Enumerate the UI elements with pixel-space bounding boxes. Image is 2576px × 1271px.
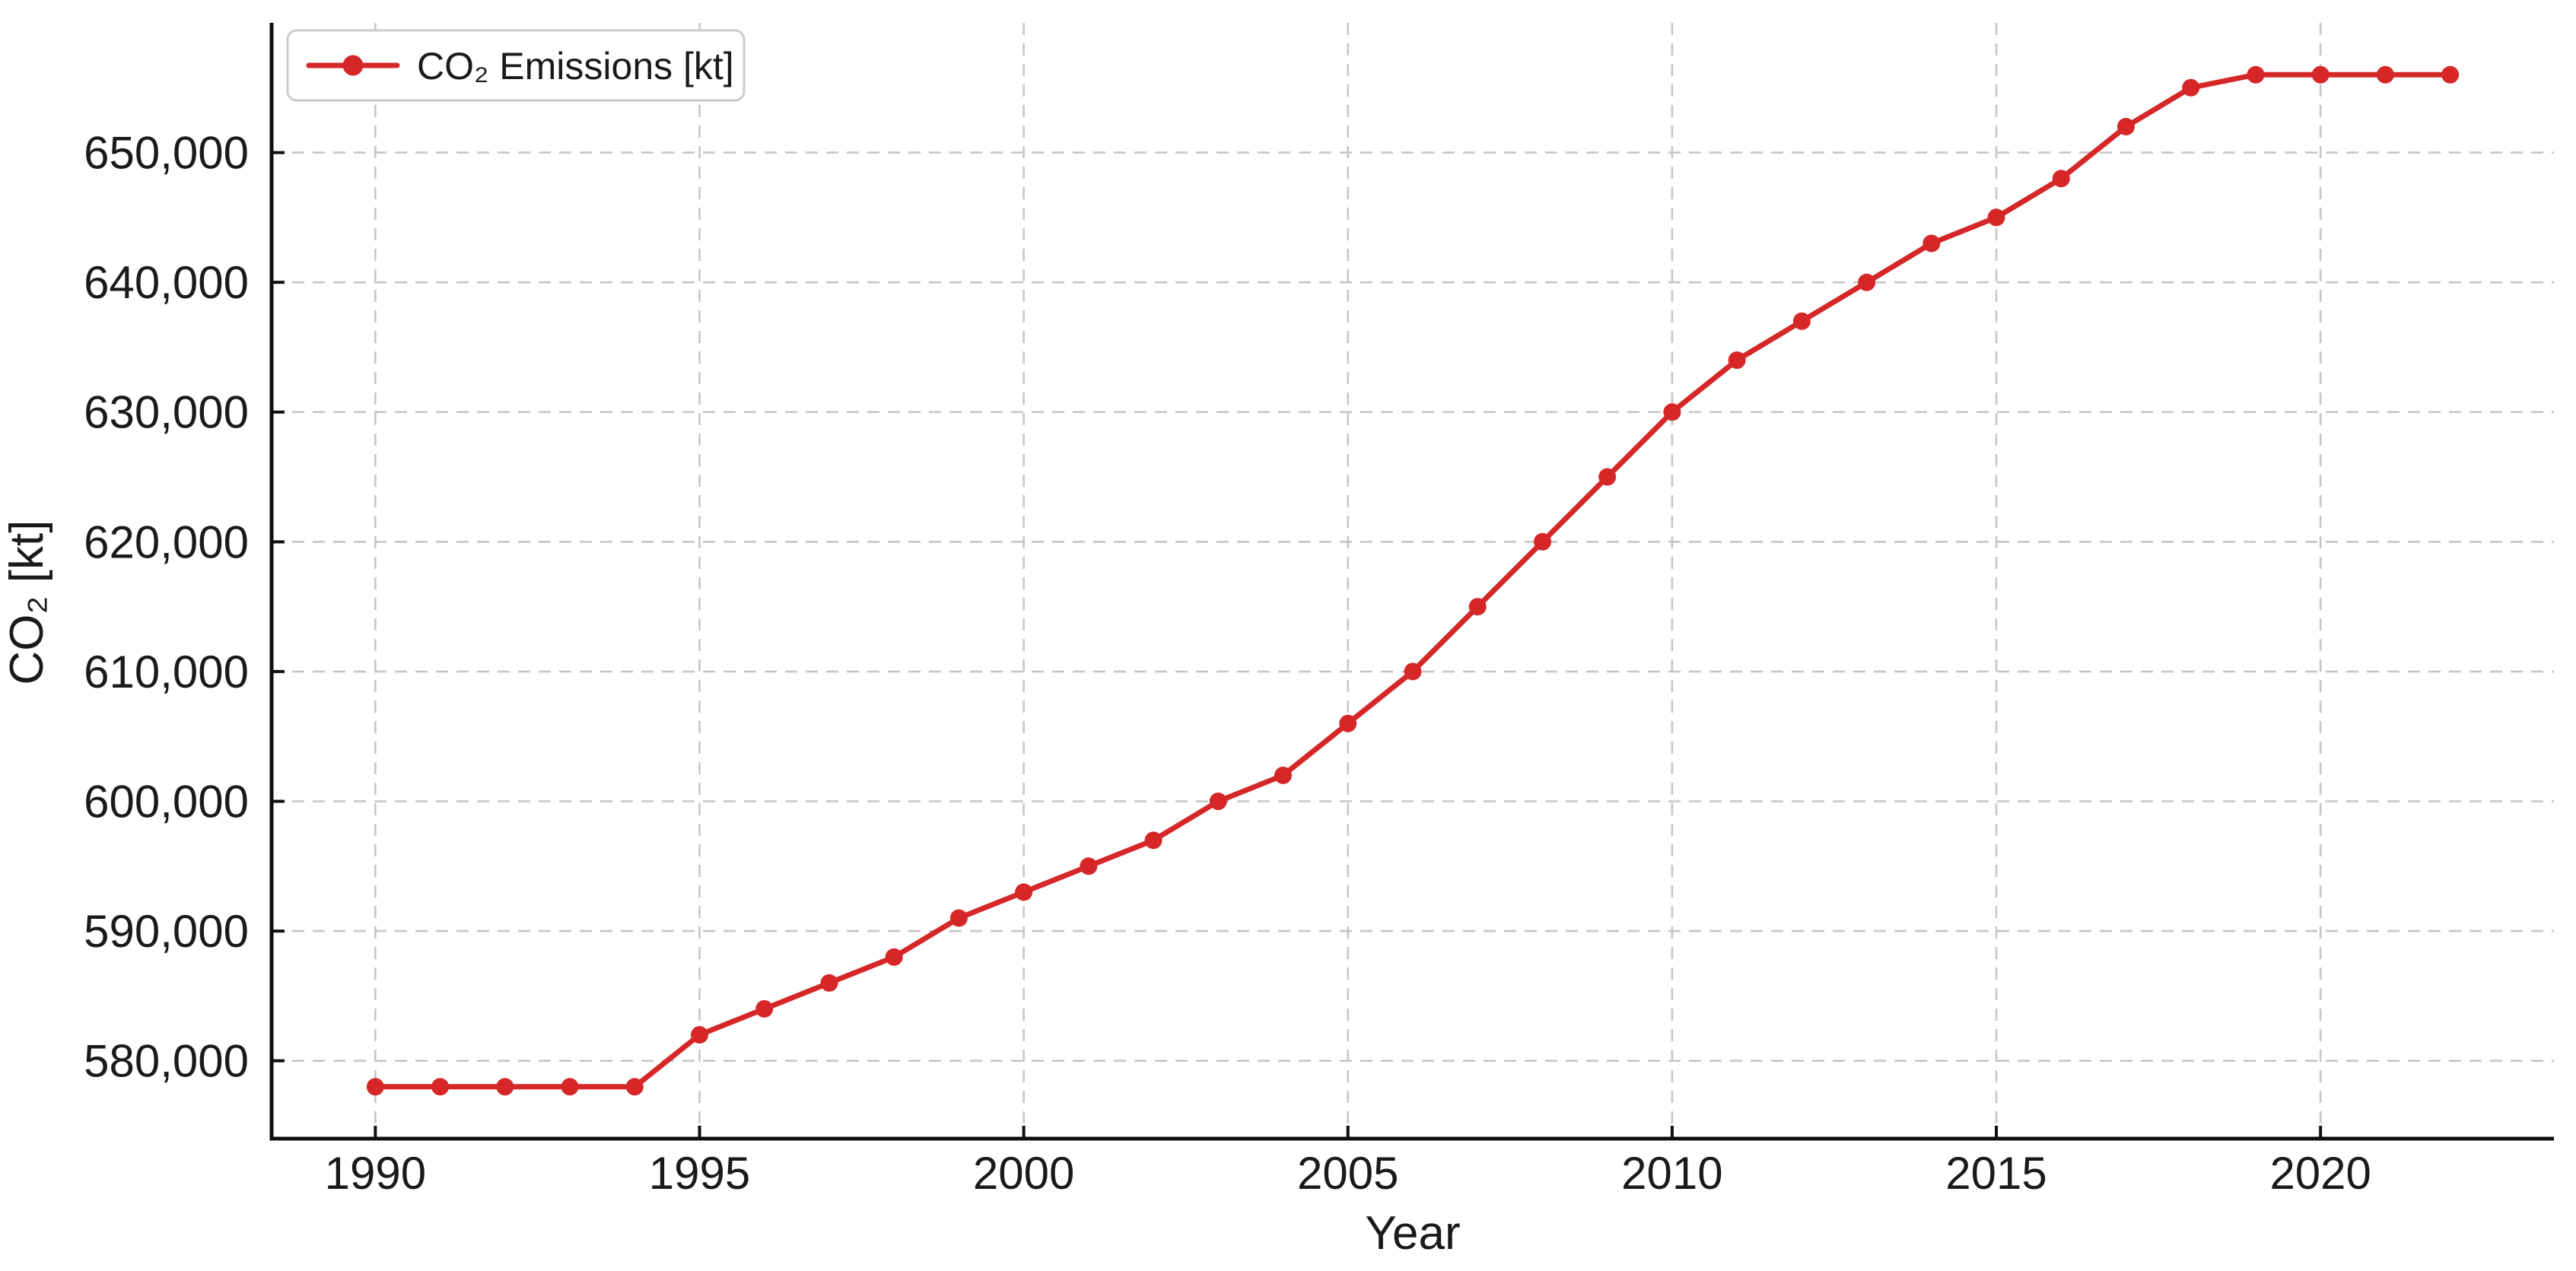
x-tick-label-2015: 2015: [1945, 1148, 2046, 1199]
data-point-2019: [2247, 65, 2265, 84]
data-point-2007: [1468, 598, 1487, 616]
grid-layer: [272, 23, 2554, 1139]
data-point-1995: [691, 1026, 708, 1044]
x-tick-label-2005: 2005: [1297, 1148, 1398, 1199]
legend-marker-icon: [342, 55, 364, 76]
tick-layer: 1990 1995 2000 2005 2010 2015 2020 580,000 590,0…: [84, 128, 2371, 1199]
data-point-2006: [1404, 663, 1422, 681]
data-point-1991: [431, 1078, 450, 1096]
data-point-1997: [820, 974, 838, 992]
y-tick-label-650000: 650,000: [84, 128, 249, 179]
data-point-1998: [885, 948, 903, 966]
y-axis-title: CO₂ [kt]: [1, 520, 53, 685]
y-tick-label-590000: 590,000: [84, 906, 249, 957]
data-point-1994: [625, 1078, 644, 1096]
y-tick-label-610000: 610,000: [84, 647, 249, 697]
data-point-1992: [496, 1078, 514, 1096]
legend: CO₂ Emissions [kt]: [286, 29, 746, 102]
data-point-2003: [1209, 793, 1227, 810]
data-point-2002: [1144, 831, 1162, 850]
y-tick-label-620000: 620,000: [84, 516, 249, 567]
data-point-2013: [1858, 273, 1876, 291]
x-axis-title: Year: [1365, 1207, 1460, 1260]
data-point-2018: [2182, 78, 2200, 97]
data-point-2011: [1728, 351, 1746, 369]
data-point-2012: [1792, 312, 1811, 330]
data-point-2005: [1339, 714, 1357, 732]
data-point-1996: [755, 999, 774, 1018]
co2-series-markers: [366, 65, 2460, 1096]
data-point-2009: [1598, 468, 1617, 486]
x-tick-label-1995: 1995: [649, 1148, 750, 1199]
data-point-1990: [366, 1078, 384, 1096]
data-point-1999: [949, 909, 968, 927]
data-point-2004: [1274, 766, 1292, 784]
data-point-2021: [2376, 65, 2394, 84]
x-tick-label-2010: 2010: [1621, 1148, 1722, 1199]
y-tick-label-580000: 580,000: [84, 1036, 249, 1087]
legend-box: [286, 29, 746, 102]
y-tick-label-600000: 600,000: [84, 776, 249, 827]
y-tick-label-630000: 630,000: [84, 387, 249, 438]
data-point-1993: [561, 1078, 579, 1096]
co2-series-line: [372, 71, 2454, 1090]
data-point-2010: [1663, 403, 1681, 421]
y-tick-label-640000: 640,000: [84, 257, 249, 308]
data-point-2001: [1080, 857, 1098, 875]
data-point-2022: [2441, 65, 2460, 84]
legend-label: CO₂ Emissions [kt]: [417, 45, 734, 87]
data-point-2015: [1987, 208, 2005, 227]
data-point-2014: [1922, 234, 1941, 253]
x-tick-label-2000: 2000: [973, 1148, 1074, 1199]
data-point-2008: [1534, 532, 1551, 551]
data-point-2016: [2052, 170, 2070, 188]
data-point-2000: [1015, 883, 1033, 901]
data-point-2020: [2311, 65, 2330, 84]
axes-spines: [269, 23, 2554, 1141]
x-tick-label-2020: 2020: [2269, 1148, 2371, 1199]
series-layer: [366, 65, 2460, 1096]
x-tick-label-1990: 1990: [325, 1148, 426, 1199]
data-point-2017: [2117, 118, 2135, 135]
